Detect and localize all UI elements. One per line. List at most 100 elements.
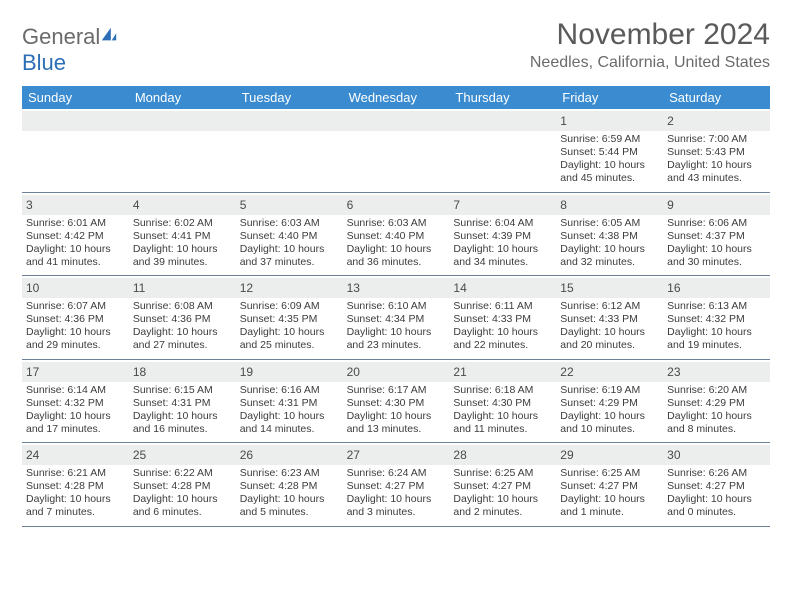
day-number-row: 30 xyxy=(663,445,770,465)
day-number: 1 xyxy=(560,114,567,128)
location: Needles, California, United States xyxy=(530,54,770,72)
calendar-cell: 16Sunrise: 6:13 AMSunset: 4:32 PMDayligh… xyxy=(663,276,770,359)
day-number-row: 9 xyxy=(663,195,770,215)
day-number: 16 xyxy=(667,281,680,295)
calendar-cell xyxy=(343,109,450,192)
day-number-row: 10 xyxy=(22,278,129,298)
day-number-row xyxy=(236,111,343,131)
daylight-text: Daylight: 10 hours and 43 minutes. xyxy=(667,159,766,185)
calendar-cell: 24Sunrise: 6:21 AMSunset: 4:28 PMDayligh… xyxy=(22,443,129,526)
sunrise-text: Sunrise: 6:19 AM xyxy=(560,384,659,397)
daylight-text: Daylight: 10 hours and 20 minutes. xyxy=(560,326,659,352)
sunset-text: Sunset: 4:34 PM xyxy=(347,313,446,326)
calendar-week: 10Sunrise: 6:07 AMSunset: 4:36 PMDayligh… xyxy=(22,276,770,360)
sunrise-text: Sunrise: 6:05 AM xyxy=(560,217,659,230)
sunset-text: Sunset: 4:36 PM xyxy=(26,313,125,326)
sunset-text: Sunset: 4:35 PM xyxy=(240,313,339,326)
daylight-text: Daylight: 10 hours and 10 minutes. xyxy=(560,410,659,436)
daylight-text: Daylight: 10 hours and 29 minutes. xyxy=(26,326,125,352)
sunrise-text: Sunrise: 6:14 AM xyxy=(26,384,125,397)
day-number: 20 xyxy=(347,365,360,379)
day-number-row: 27 xyxy=(343,445,450,465)
daylight-text: Daylight: 10 hours and 34 minutes. xyxy=(453,243,552,269)
logo-text-blue: Blue xyxy=(22,50,66,75)
sunset-text: Sunset: 4:31 PM xyxy=(240,397,339,410)
sunset-text: Sunset: 4:27 PM xyxy=(347,480,446,493)
daylight-text: Daylight: 10 hours and 39 minutes. xyxy=(133,243,232,269)
day-number: 27 xyxy=(347,448,360,462)
day-number: 23 xyxy=(667,365,680,379)
calendar-cell: 12Sunrise: 6:09 AMSunset: 4:35 PMDayligh… xyxy=(236,276,343,359)
day-number-row: 8 xyxy=(556,195,663,215)
calendar-cell: 5Sunrise: 6:03 AMSunset: 4:40 PMDaylight… xyxy=(236,193,343,276)
sunset-text: Sunset: 4:33 PM xyxy=(453,313,552,326)
sunrise-text: Sunrise: 6:59 AM xyxy=(560,133,659,146)
day-number-row: 17 xyxy=(22,362,129,382)
sunrise-text: Sunrise: 6:20 AM xyxy=(667,384,766,397)
sunset-text: Sunset: 5:43 PM xyxy=(667,146,766,159)
sunset-text: Sunset: 5:44 PM xyxy=(560,146,659,159)
day-number: 2 xyxy=(667,114,674,128)
day-number-row: 15 xyxy=(556,278,663,298)
sunset-text: Sunset: 4:40 PM xyxy=(347,230,446,243)
calendar-cell xyxy=(129,109,236,192)
daylight-text: Daylight: 10 hours and 36 minutes. xyxy=(347,243,446,269)
day-number-row: 24 xyxy=(22,445,129,465)
title-block: November 2024 Needles, California, Unite… xyxy=(530,18,770,72)
daylight-text: Daylight: 10 hours and 32 minutes. xyxy=(560,243,659,269)
sunset-text: Sunset: 4:41 PM xyxy=(133,230,232,243)
calendar-cell: 22Sunrise: 6:19 AMSunset: 4:29 PMDayligh… xyxy=(556,360,663,443)
sunset-text: Sunset: 4:42 PM xyxy=(26,230,125,243)
daylight-text: Daylight: 10 hours and 23 minutes. xyxy=(347,326,446,352)
sunset-text: Sunset: 4:32 PM xyxy=(667,313,766,326)
day-number-row: 23 xyxy=(663,362,770,382)
day-number-row: 14 xyxy=(449,278,556,298)
logo: General Blue xyxy=(22,24,118,76)
day-header-wednesday: Wednesday xyxy=(343,86,450,109)
day-number: 28 xyxy=(453,448,466,462)
header: General Blue November 2024 Needles, Cali… xyxy=(22,18,770,76)
calendar-cell: 17Sunrise: 6:14 AMSunset: 4:32 PMDayligh… xyxy=(22,360,129,443)
day-header-sunday: Sunday xyxy=(22,86,129,109)
daylight-text: Daylight: 10 hours and 7 minutes. xyxy=(26,493,125,519)
day-number: 8 xyxy=(560,198,567,212)
day-number-row: 21 xyxy=(449,362,556,382)
sunrise-text: Sunrise: 6:04 AM xyxy=(453,217,552,230)
logo-text-general: General xyxy=(22,24,100,49)
calendar-cell xyxy=(236,109,343,192)
day-header-tuesday: Tuesday xyxy=(236,86,343,109)
day-number: 9 xyxy=(667,198,674,212)
sunset-text: Sunset: 4:30 PM xyxy=(453,397,552,410)
calendar-cell: 3Sunrise: 6:01 AMSunset: 4:42 PMDaylight… xyxy=(22,193,129,276)
day-number: 4 xyxy=(133,198,140,212)
sunrise-text: Sunrise: 6:26 AM xyxy=(667,467,766,480)
sunrise-text: Sunrise: 6:03 AM xyxy=(240,217,339,230)
sunset-text: Sunset: 4:37 PM xyxy=(667,230,766,243)
calendar-cell: 19Sunrise: 6:16 AMSunset: 4:31 PMDayligh… xyxy=(236,360,343,443)
daylight-text: Daylight: 10 hours and 2 minutes. xyxy=(453,493,552,519)
sunrise-text: Sunrise: 6:08 AM xyxy=(133,300,232,313)
day-number-row: 20 xyxy=(343,362,450,382)
day-number: 14 xyxy=(453,281,466,295)
sunset-text: Sunset: 4:40 PM xyxy=(240,230,339,243)
weeks-container: 1 Sunrise: 6:59 AMSunset: 5:44 PM Daylight… xyxy=(22,109,770,527)
daylight-text: Daylight: 10 hours and 1 minute. xyxy=(560,493,659,519)
calendar-week: 17Sunrise: 6:14 AMSunset: 4:32 PMDayligh… xyxy=(22,360,770,444)
day-number: 5 xyxy=(240,198,247,212)
day-number: 25 xyxy=(133,448,146,462)
calendar-week: 24Sunrise: 6:21 AMSunset: 4:28 PMDayligh… xyxy=(22,443,770,527)
sunset-text: Sunset: 4:27 PM xyxy=(560,480,659,493)
day-number-row: 3 xyxy=(22,195,129,215)
daylight-text: Daylight: 10 hours and 5 minutes. xyxy=(240,493,339,519)
daylight-text: Daylight: 10 hours and 16 minutes. xyxy=(133,410,232,436)
day-number-row: 22 xyxy=(556,362,663,382)
day-number-row: 12 xyxy=(236,278,343,298)
calendar-cell: 21Sunrise: 6:18 AMSunset: 4:30 PMDayligh… xyxy=(449,360,556,443)
calendar-week: 1 Sunrise: 6:59 AMSunset: 5:44 PM Daylight… xyxy=(22,109,770,193)
day-number: 11 xyxy=(133,281,145,295)
day-number-row: 13 xyxy=(343,278,450,298)
daylight-text: Daylight: 10 hours and 22 minutes. xyxy=(453,326,552,352)
sunrise-text: Sunrise: 7:00 AM xyxy=(667,133,766,146)
sunrise-text: Sunrise: 6:03 AM xyxy=(347,217,446,230)
day-number: 30 xyxy=(667,448,680,462)
